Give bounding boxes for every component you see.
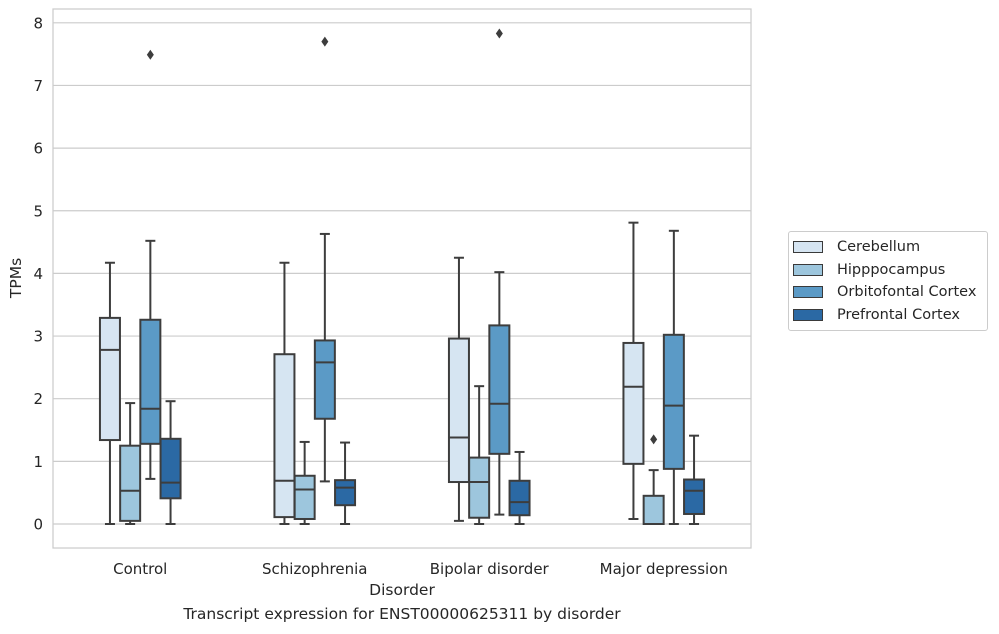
x-tick-label: Bipolar disorder [430,560,550,578]
outlier-point [495,28,503,39]
chart-legend: Cerebellum Hipppocampus Orbitofontal Corte… [788,231,988,332]
x-tick-label: Control [113,560,167,578]
legend-item: Hipppocampus [789,259,987,282]
y-axis-label: TPMs [7,258,25,299]
outlier-point [650,434,658,445]
box-iqr [683,478,706,515]
legend-item: Cerebellum [789,236,987,259]
box-control [119,402,142,525]
box-iqr [468,456,491,519]
y-tick-label: 3 [33,328,43,346]
box-iqr [139,318,162,445]
legend-swatch [793,286,823,299]
box-iqr [273,353,296,519]
box-iqr [622,341,645,465]
box-iqr [313,339,336,420]
x-tick-label: Major depression [600,560,728,578]
box-control [159,400,182,525]
legend-label: Prefrontal Cortex [837,307,960,324]
series-hipppocampus [119,385,665,525]
box-major-depression [683,434,706,525]
box-iqr [293,474,316,520]
legend-swatch [793,309,823,322]
box-bipolar-disorder [468,385,491,525]
y-tick-label: 0 [33,516,43,534]
box-control [139,49,162,480]
box-iqr [662,333,685,470]
box-iqr [508,479,531,517]
series-cerebellum [98,221,645,525]
box-series [98,28,706,525]
box-major-depression [622,221,645,520]
box-bipolar-disorder [447,256,470,522]
y-tick-label: 5 [33,202,43,220]
x-axis-label: Disorder [369,581,435,599]
box-iqr [334,479,357,507]
box-bipolar-disorder [488,28,511,516]
legend-item: Prefrontal Cortex [789,304,987,327]
y-tick-label: 4 [33,265,43,283]
box-major-depression [642,434,665,525]
box-schizophrenia [313,36,336,483]
y-tick-label: 2 [33,390,43,408]
box-iqr [119,444,142,522]
series-prefrontal-cortex [159,400,706,525]
outlier-point [146,49,154,60]
x-tick-label: Schizophrenia [262,560,367,578]
legend-label: Cerebellum [837,239,921,256]
plot-frame [52,8,752,549]
box-iqr [488,324,511,455]
chart-caption: Transcript expression for ENST0000062531… [183,605,621,623]
box-bipolar-disorder [508,450,531,525]
y-tick-label: 6 [33,140,43,158]
legend-item: Orbitofontal Cortex [789,281,987,304]
y-tick-label: 7 [33,77,43,95]
box-major-depression [662,229,685,525]
box-control [98,261,121,525]
box-iqr [642,494,665,525]
box-schizophrenia [334,441,357,525]
box-schizophrenia [293,440,316,525]
series-orbitofontal-cortex [139,28,685,525]
box-iqr [159,437,182,500]
legend-label: Hipppocampus [837,261,946,278]
legend-label: Orbitofontal Cortex [837,284,977,301]
box-iqr [98,316,121,442]
box-schizophrenia [273,261,296,525]
y-tick-label: 8 [33,14,43,32]
tick-labels: 0 1 2 3 4 5 6 7 8 Control Schizophrenia Bipolar dis… [33,14,727,578]
y-tick-label: 1 [33,453,43,471]
box-iqr [447,337,470,484]
outlier-point [321,36,329,47]
grid-lines [53,22,751,525]
legend-swatch [793,263,823,276]
legend-swatch [793,241,823,254]
